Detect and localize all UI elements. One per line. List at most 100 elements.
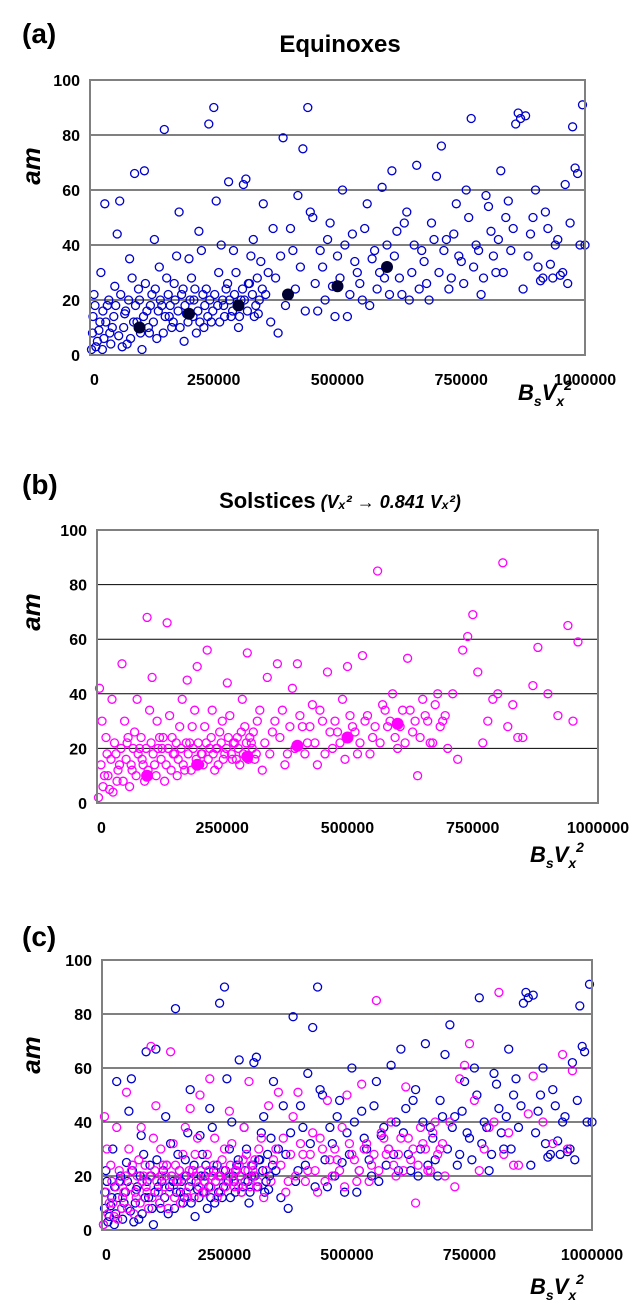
data-point [401,1103,411,1114]
data-point [215,317,225,327]
data-point [433,1171,443,1181]
y-tick-label: 40 [62,238,80,255]
data-point [365,749,375,759]
data-point [310,1182,320,1192]
data-point [459,278,469,289]
data-point [327,1138,337,1149]
data-point [130,1187,140,1197]
data-point [295,710,305,721]
data-point [445,1020,455,1030]
y-tick-label: 20 [74,1169,92,1186]
data-point [133,749,143,759]
data-point [479,1117,489,1127]
data-point [181,1187,191,1197]
data-point [147,1192,157,1203]
data-point [109,738,120,748]
data-point [211,743,221,754]
data-point [148,1219,159,1230]
data-point [518,284,528,294]
data-point [573,637,583,647]
data-point [94,325,104,335]
data-point [233,1182,243,1192]
data-point [478,273,489,283]
data-point [115,1176,126,1187]
data-point [464,1039,475,1049]
data-point [371,995,382,1006]
data-point [410,716,420,726]
data-point [237,694,247,704]
data-point [111,1182,121,1192]
x-tick-label: 250000 [196,820,249,837]
data-point [330,311,340,322]
x-axis-label-sub-s: s [546,855,554,871]
data-point [488,694,498,704]
data-point [389,251,400,261]
data-point [342,311,353,322]
data-point [464,212,474,223]
data-point [244,1198,254,1208]
data-point [175,322,185,333]
data-point [235,1171,245,1181]
data-point [248,234,258,245]
x-axis-label-v: V [542,380,559,405]
binned-mean-point [381,261,393,273]
data-point [553,234,563,245]
data-point [138,311,149,322]
data-point [121,1157,132,1168]
data-point [379,1122,389,1133]
data-point [402,653,413,663]
data-point [138,760,148,770]
data-point [160,311,170,322]
data-point [158,732,168,743]
data-point [464,1133,475,1143]
data-point [461,185,471,195]
scatter-plot-a: 0 20 40 60 80 100 0 250000 500000 750000 1000000 [53,73,616,389]
y-tick-label: 20 [62,293,80,310]
data-point [503,721,513,732]
data-point [210,289,220,300]
data-point [268,1076,279,1087]
data-point [452,1160,462,1170]
data-point [144,705,155,715]
data-point [434,267,444,278]
data-point [347,1149,357,1160]
data-point [168,749,178,759]
data-point [171,738,181,748]
data-point [533,642,543,653]
data-point [563,620,573,631]
data-point [130,1198,140,1208]
data-point [572,168,583,179]
data-point [300,306,310,316]
data-point [398,1165,409,1176]
x-axis-label-sup: 2 [575,839,584,855]
data-point [355,278,365,289]
data-point [148,1133,159,1143]
data-point [259,1111,269,1122]
data-point [166,765,176,775]
data-point [113,1192,123,1203]
x-axis-label-v: V [554,842,571,867]
binned-mean-point [331,280,344,293]
data-point [463,631,473,642]
data-point [196,1165,206,1176]
data-point [179,336,189,346]
data-point [330,716,340,726]
data-point [290,1171,301,1181]
data-point [462,1128,472,1138]
data-point [339,1187,350,1197]
data-point [310,1165,320,1176]
data-point [185,1084,195,1095]
data-point [189,1192,199,1203]
data-point [234,1055,244,1065]
data-point [393,1149,404,1160]
data-point [217,716,227,726]
data-point [227,1138,237,1149]
x-tick-label: 1000000 [561,1247,623,1264]
data-point [548,1138,558,1149]
data-point [325,1122,335,1133]
data-point [553,1136,563,1146]
data-point [239,1122,249,1133]
data-point [449,229,459,239]
data-point [152,1176,162,1187]
